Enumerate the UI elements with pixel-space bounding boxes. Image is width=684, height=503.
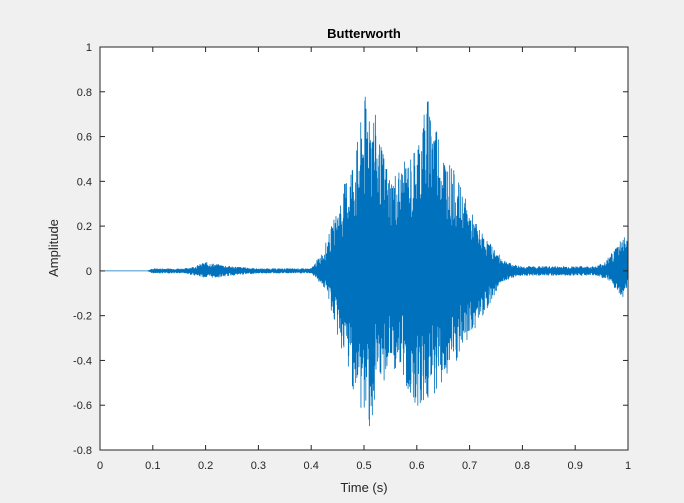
x-tick-label: 0.5 bbox=[356, 460, 371, 472]
x-axis: 0 0.1 0.2 0.3 0.4 0.5 0.6 0.7 0.8 0.9 1 bbox=[97, 47, 631, 472]
x-tick-label: 0.9 bbox=[568, 460, 583, 472]
waveform-series bbox=[99, 96, 629, 427]
x-tick-label: 0.1 bbox=[145, 460, 160, 472]
x-tick-label: 1 bbox=[625, 460, 631, 472]
x-tick-label: 0 bbox=[97, 460, 103, 472]
y-tick-label: -0.6 bbox=[73, 400, 92, 412]
y-tick-label: 0.4 bbox=[77, 176, 92, 188]
x-tick-label: 0.2 bbox=[198, 460, 213, 472]
y-tick-label: 0 bbox=[86, 266, 92, 278]
waveform-line bbox=[99, 96, 629, 427]
y-tick-label: 0.8 bbox=[77, 87, 92, 99]
x-tick-label: 0.3 bbox=[251, 460, 266, 472]
x-axis-label: Time (s) bbox=[340, 480, 387, 495]
y-tick-label: -0.2 bbox=[73, 311, 92, 323]
x-tick-label: 0.7 bbox=[462, 460, 477, 472]
y-tick-label: 0.6 bbox=[77, 132, 92, 144]
x-tick-label: 0.8 bbox=[515, 460, 530, 472]
chart-title: Butterworth bbox=[327, 26, 401, 41]
y-tick-label: 0.2 bbox=[77, 221, 92, 233]
y-axis-label: Amplitude bbox=[46, 219, 61, 277]
x-tick-label: 0.4 bbox=[304, 460, 319, 472]
y-tick-label: -0.8 bbox=[73, 445, 92, 457]
x-tick-label: 0.6 bbox=[409, 460, 424, 472]
y-tick-label: -0.4 bbox=[73, 355, 92, 367]
y-axis: -0.8 -0.6 -0.4 -0.2 0 0.2 0.4 0.6 0.8 1 bbox=[73, 42, 628, 457]
y-tick-label: 1 bbox=[86, 42, 92, 54]
